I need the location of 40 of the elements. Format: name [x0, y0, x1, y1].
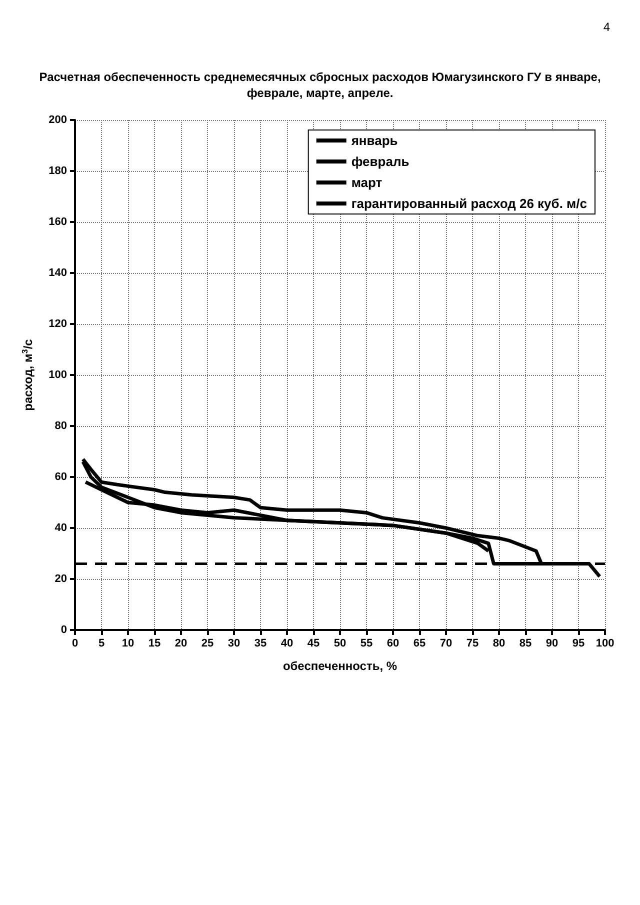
y-axis-title: расход, м3/с	[20, 338, 35, 411]
x-tick-label: 45	[307, 638, 320, 650]
legend-label: январь	[351, 133, 398, 148]
legend-label: февраль	[351, 154, 410, 169]
x-tick-label: 75	[466, 638, 479, 650]
x-tick-label: 20	[174, 638, 188, 650]
x-tick-label: 15	[148, 638, 161, 650]
x-tick-label: 5	[98, 638, 105, 650]
y-tick-label: 20	[54, 573, 67, 585]
y-tick-label: 40	[54, 522, 67, 534]
text: 4	[603, 20, 610, 34]
x-tick-label: 90	[546, 638, 558, 650]
y-tick-label: 60	[54, 471, 67, 483]
x-tick-label: 0	[72, 638, 78, 650]
x-tick-label: 100	[596, 638, 614, 650]
y-tick-label: 160	[48, 216, 67, 228]
x-tick-label: 70	[440, 638, 452, 650]
x-tick-label: 10	[122, 638, 134, 650]
x-tick-label: 35	[254, 638, 267, 650]
x-tick-label: 30	[228, 638, 240, 650]
y-tick-label: 80	[54, 420, 67, 432]
legend-label: март	[351, 175, 382, 190]
legend-label: гарантированный расход 26 куб. м/с	[351, 196, 588, 211]
x-tick-label: 50	[334, 638, 346, 650]
y-tick-label: 140	[48, 267, 67, 279]
x-axis-title: обеспеченность, %	[282, 659, 398, 673]
y-tick-label: 0	[60, 624, 67, 636]
x-tick-label: 65	[413, 638, 426, 650]
x-tick-label: 25	[201, 638, 214, 650]
x-tick-label: 60	[386, 638, 400, 650]
x-tick-label: 85	[519, 638, 532, 650]
x-tick-label: 55	[360, 638, 373, 650]
chart-title: Расчетная обеспеченность среднемесячных сбросных расходов Юмагузинского ГУ в январе, феврале, марте, апреле.	[39, 70, 601, 100]
y-tick-label: 120	[48, 318, 67, 330]
y-tick-label: 180	[48, 165, 67, 177]
y-tick-label: 100	[48, 369, 67, 381]
x-tick-label: 40	[280, 638, 294, 650]
x-tick-label: 95	[572, 638, 585, 650]
x-tick-label: 80	[492, 638, 506, 650]
y-tick-label: 200	[48, 114, 67, 126]
